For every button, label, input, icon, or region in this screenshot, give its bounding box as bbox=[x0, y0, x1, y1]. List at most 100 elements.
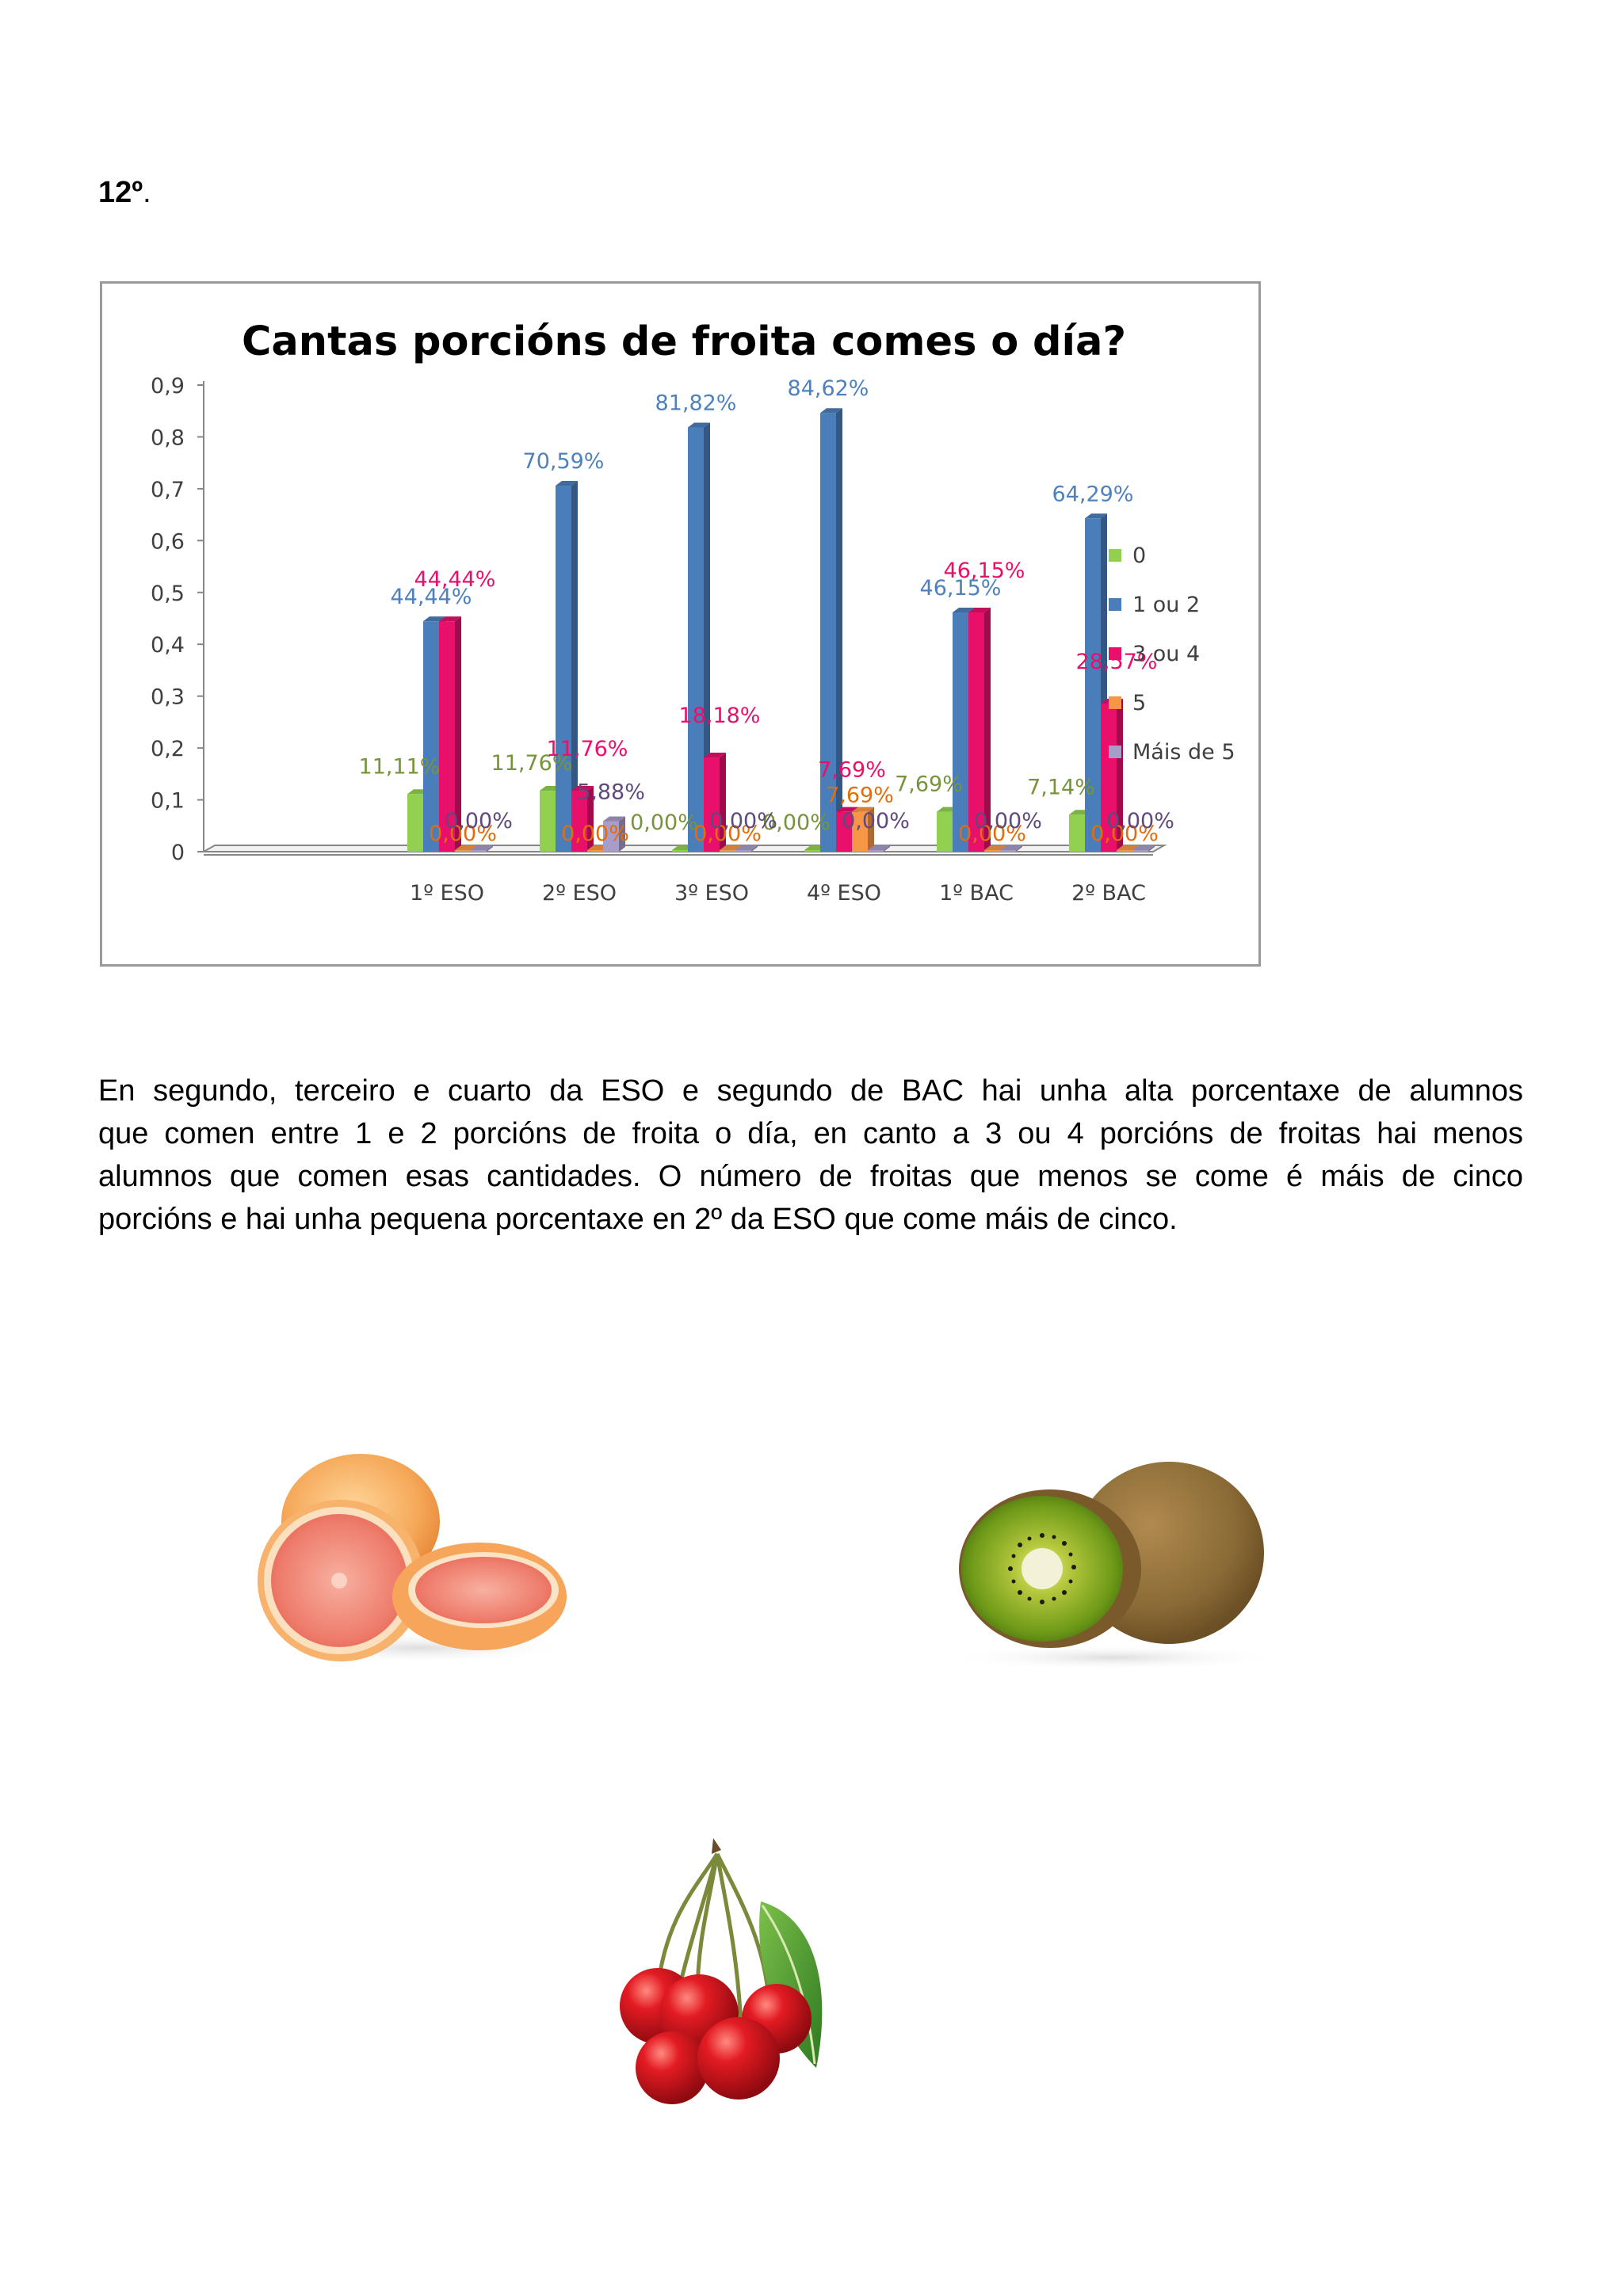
data-label: 81,82% bbox=[655, 391, 737, 416]
bar-side bbox=[884, 845, 890, 852]
legend-swatch bbox=[1109, 549, 1121, 562]
x-tick-label: 2º BAC bbox=[1071, 881, 1146, 906]
bar-top bbox=[852, 807, 874, 812]
legend-label: 5 bbox=[1132, 691, 1146, 715]
bar-front bbox=[1117, 850, 1132, 852]
bar-top bbox=[1085, 513, 1107, 519]
legend-item: 3 ou 4 bbox=[1109, 642, 1200, 666]
data-label: 0,00% bbox=[974, 809, 1042, 833]
bar bbox=[603, 816, 625, 852]
data-label: 7,14% bbox=[1027, 775, 1095, 799]
bar-top bbox=[953, 607, 975, 612]
bar-top bbox=[1132, 845, 1155, 850]
bar-front bbox=[540, 791, 556, 852]
bar bbox=[571, 786, 594, 852]
bar-front bbox=[1085, 518, 1101, 852]
bar-front bbox=[984, 850, 1000, 852]
data-label: 18,18% bbox=[679, 704, 761, 728]
chart-title: Cantas porcións de froita comes o día? bbox=[242, 318, 1126, 365]
bar-top bbox=[471, 845, 493, 850]
bar-side bbox=[1148, 845, 1155, 852]
bar bbox=[471, 845, 493, 852]
legend-label: 3 ou 4 bbox=[1132, 642, 1200, 666]
bar-front bbox=[439, 621, 455, 852]
bar-front bbox=[471, 850, 487, 852]
bar-side bbox=[868, 807, 874, 852]
x-tick-label: 1º ESO bbox=[410, 881, 484, 906]
bar-front bbox=[1000, 850, 1016, 852]
y-tick-label: 0,3 bbox=[151, 685, 185, 710]
x-tick-label: 2º ESO bbox=[542, 881, 617, 906]
bar bbox=[968, 607, 991, 852]
data-label: 7,69% bbox=[818, 758, 886, 783]
bar-front bbox=[1069, 814, 1085, 852]
legend-swatch bbox=[1109, 647, 1121, 660]
y-tick-label: 0,2 bbox=[151, 737, 185, 761]
bar bbox=[704, 753, 726, 852]
bar-top bbox=[603, 816, 625, 822]
data-labels-layer: 11,11% 11,76%0,00% 0,00%7,69% 7,14%44,44%70… bbox=[359, 376, 1174, 846]
bar-top bbox=[571, 786, 594, 791]
bar-front bbox=[688, 427, 704, 852]
bar-top bbox=[735, 845, 758, 850]
bar-side bbox=[1117, 699, 1123, 852]
y-tick-label: 0,4 bbox=[151, 633, 185, 658]
bar-top bbox=[836, 807, 858, 812]
bar-front bbox=[455, 850, 471, 852]
bar-front bbox=[423, 621, 439, 852]
bar-side bbox=[836, 408, 842, 852]
bar-side bbox=[984, 607, 991, 852]
bar-front bbox=[852, 811, 868, 852]
y-tick-label: 0 bbox=[171, 841, 185, 865]
bar-front bbox=[603, 821, 619, 852]
legend-label: 1 ou 2 bbox=[1132, 593, 1200, 617]
bar-front bbox=[704, 757, 720, 852]
bar-front bbox=[587, 850, 603, 852]
section-suffix: . bbox=[143, 176, 151, 209]
legend-label: 0 bbox=[1132, 543, 1146, 568]
bar-top bbox=[1000, 845, 1022, 850]
bar bbox=[820, 408, 842, 852]
bar-side bbox=[619, 816, 625, 852]
data-label: 11,76% bbox=[547, 737, 628, 761]
bar-front bbox=[1132, 850, 1148, 852]
grapefruit-image bbox=[258, 1454, 571, 1664]
y-tick-label: 0,5 bbox=[151, 582, 185, 606]
bar-side bbox=[455, 616, 461, 852]
y-tick-label: 0,7 bbox=[151, 478, 185, 502]
bar-front bbox=[407, 794, 423, 852]
bar-top bbox=[820, 408, 842, 414]
bar-top bbox=[423, 616, 445, 622]
bar bbox=[852, 807, 874, 852]
y-tick-label: 0,6 bbox=[151, 529, 185, 554]
paragraph-line-4: porcións e hai unha pequena porcentaxe e… bbox=[98, 1203, 1178, 1236]
bar-front bbox=[720, 850, 735, 852]
cherries-image bbox=[620, 1838, 823, 2104]
x-tick-label: 3º ESO bbox=[674, 881, 749, 906]
bar-side bbox=[1016, 845, 1022, 852]
legend-item: 1 ou 2 bbox=[1109, 593, 1200, 617]
data-label: 84,62% bbox=[788, 376, 869, 401]
legend-label: Máis de 5 bbox=[1132, 740, 1235, 765]
bar bbox=[1132, 845, 1155, 852]
data-label: 11,76% bbox=[491, 751, 573, 776]
bar-top bbox=[704, 753, 726, 758]
bar-side bbox=[704, 422, 710, 852]
data-label: 0,00% bbox=[693, 822, 762, 846]
data-label: 0,00% bbox=[842, 809, 910, 833]
y-tick-label: 0,1 bbox=[151, 789, 185, 814]
paragraph-line-2: que comen entre 1 e 2 porcións de froita… bbox=[98, 1117, 1523, 1150]
data-label: 0,00% bbox=[762, 810, 831, 835]
data-label: 11,11% bbox=[359, 754, 441, 779]
legend: 0 1 ou 2 3 ou 4 5 Máis de 5 bbox=[1109, 543, 1235, 765]
bar-top bbox=[720, 845, 742, 850]
bar-front bbox=[1101, 704, 1117, 852]
data-label: 70,59% bbox=[523, 449, 605, 474]
data-label: 44,44% bbox=[414, 567, 496, 592]
bar bbox=[688, 422, 710, 852]
bar-side bbox=[720, 753, 726, 852]
paragraph-line-3: alumnos que comen esas cantidades. O núm… bbox=[98, 1160, 1523, 1193]
data-label: 0,00% bbox=[709, 809, 777, 833]
bar bbox=[439, 616, 461, 852]
bar-top bbox=[968, 607, 991, 612]
